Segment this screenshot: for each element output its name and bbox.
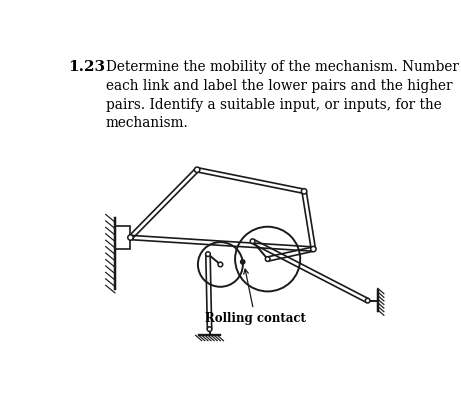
Circle shape bbox=[195, 167, 200, 173]
Bar bbox=[115, 226, 130, 249]
Circle shape bbox=[128, 235, 133, 240]
Circle shape bbox=[241, 260, 245, 264]
Circle shape bbox=[266, 257, 270, 261]
Circle shape bbox=[207, 327, 212, 331]
Text: Determine the mobility of the mechanism. Number
each link and label the lower pa: Determine the mobility of the mechanism.… bbox=[106, 60, 459, 131]
Circle shape bbox=[206, 252, 210, 257]
Circle shape bbox=[250, 239, 255, 244]
Text: Rolling contact: Rolling contact bbox=[205, 269, 306, 325]
Circle shape bbox=[311, 247, 316, 252]
Text: 1.23: 1.23 bbox=[69, 60, 106, 74]
Circle shape bbox=[365, 298, 370, 303]
Circle shape bbox=[301, 189, 307, 194]
Circle shape bbox=[218, 262, 223, 267]
